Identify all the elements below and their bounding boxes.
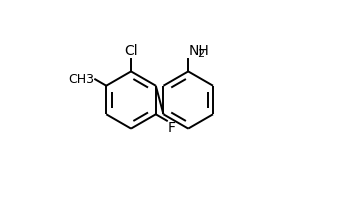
Text: CH3: CH3 xyxy=(68,73,94,86)
Text: NH: NH xyxy=(188,44,209,58)
Text: 2: 2 xyxy=(197,49,205,59)
Text: F: F xyxy=(168,121,176,135)
Text: Cl: Cl xyxy=(124,44,138,58)
